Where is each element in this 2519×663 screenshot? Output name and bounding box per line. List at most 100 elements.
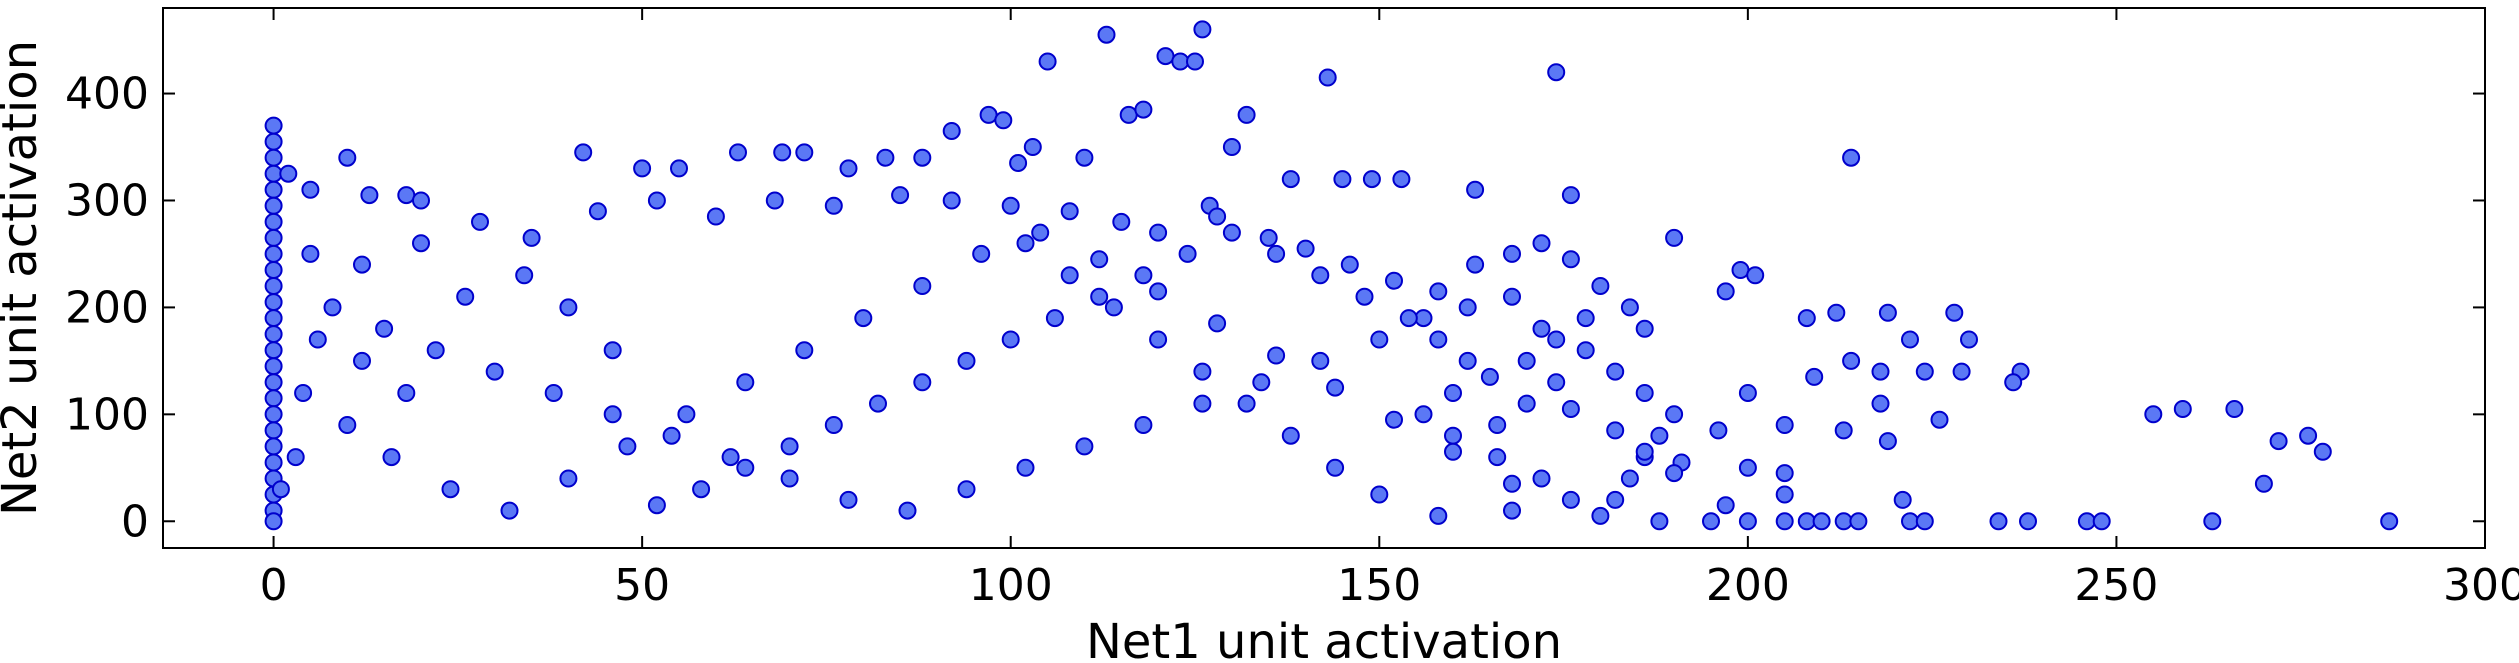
data-point	[1222, 138, 1241, 156]
data-point	[670, 159, 688, 178]
data-point	[1149, 223, 1168, 242]
data-point	[500, 501, 519, 520]
data-point	[721, 448, 740, 467]
data-point	[264, 421, 283, 440]
data-point	[957, 480, 976, 499]
data-point	[1650, 512, 1669, 531]
data-point	[522, 228, 541, 247]
data-point	[1090, 250, 1109, 269]
data-point	[397, 384, 416, 402]
data-point	[1399, 309, 1418, 328]
data-point	[1326, 378, 1345, 397]
data-point	[1370, 330, 1389, 349]
data-point	[588, 202, 607, 221]
data-point	[456, 287, 475, 306]
data-point	[1252, 373, 1271, 392]
data-point	[942, 122, 961, 140]
data-point	[1023, 138, 1042, 156]
y-tick-label: 300	[65, 175, 149, 226]
data-point	[1576, 341, 1595, 360]
data-point	[1480, 367, 1499, 386]
data-point	[1620, 469, 1639, 488]
data-point	[1503, 287, 1521, 306]
data-point	[1915, 512, 1934, 531]
data-point	[271, 480, 290, 499]
data-point	[876, 148, 895, 167]
data-point	[994, 111, 1013, 130]
data-point	[1738, 458, 1757, 477]
data-point	[1414, 405, 1433, 424]
data-point	[2313, 442, 2332, 461]
data-point	[1989, 512, 2008, 531]
data-point	[603, 341, 622, 360]
data-point	[1458, 351, 1477, 370]
data-point	[1576, 309, 1595, 328]
data-point	[1547, 373, 1566, 392]
data-point	[1665, 464, 1684, 483]
data-point	[1952, 362, 1971, 381]
data-point	[1834, 512, 1853, 531]
data-point	[1901, 512, 1919, 531]
data-point	[1171, 52, 1190, 71]
y-tick-label: 400	[65, 69, 149, 120]
data-point	[824, 196, 843, 215]
data-point	[353, 351, 371, 370]
data-point	[1532, 319, 1551, 338]
data-point	[2269, 432, 2288, 451]
data-point	[1827, 303, 1846, 322]
data-point	[1355, 287, 1374, 306]
data-point	[1665, 228, 1684, 247]
data-point	[2019, 512, 2037, 531]
x-tick-label: 200	[1706, 560, 1790, 611]
data-point	[1429, 282, 1448, 301]
data-point	[1488, 416, 1507, 434]
data-point	[264, 196, 283, 215]
data-point	[1016, 458, 1035, 477]
data-point	[574, 143, 593, 162]
data-point	[1097, 25, 1116, 44]
data-point	[662, 426, 681, 445]
data-point	[780, 437, 799, 456]
data-point	[264, 341, 283, 360]
data-point	[1045, 309, 1064, 328]
data-point	[1038, 52, 1057, 71]
data-point	[264, 293, 283, 312]
data-point	[1178, 244, 1197, 263]
data-point	[736, 458, 755, 477]
data-point	[1915, 362, 1934, 381]
data-point	[264, 309, 283, 328]
data-point	[2299, 426, 2318, 445]
data-point	[353, 255, 371, 274]
data-point	[1392, 170, 1411, 189]
data-point	[1665, 405, 1684, 424]
data-point	[1635, 319, 1654, 338]
data-point	[1635, 384, 1654, 402]
data-point	[1208, 207, 1227, 226]
data-point	[706, 207, 725, 226]
data-point	[1893, 490, 1912, 509]
data-point	[1429, 330, 1448, 349]
data-point	[382, 448, 401, 467]
data-point	[308, 330, 327, 349]
x-tick-label: 150	[1337, 560, 1421, 611]
data-point	[795, 143, 814, 162]
data-point	[854, 309, 873, 328]
data-point	[1362, 170, 1381, 189]
data-point	[264, 325, 283, 344]
data-point	[1775, 512, 1794, 531]
data-point	[1517, 351, 1536, 370]
tick-labels: 0 50 100 150 200 250 300 0 100 200 300 400	[65, 69, 2519, 611]
data-point	[1606, 490, 1625, 509]
data-point	[1444, 384, 1462, 402]
data-point	[264, 512, 283, 531]
data-point	[1060, 266, 1079, 285]
data-point	[264, 244, 283, 263]
data-point	[1746, 266, 1765, 285]
data-point	[1716, 282, 1735, 301]
data-point	[1842, 351, 1861, 370]
data-point	[264, 437, 283, 456]
data-point	[1149, 330, 1168, 349]
data-point	[2144, 405, 2163, 424]
data-point	[1333, 170, 1352, 189]
